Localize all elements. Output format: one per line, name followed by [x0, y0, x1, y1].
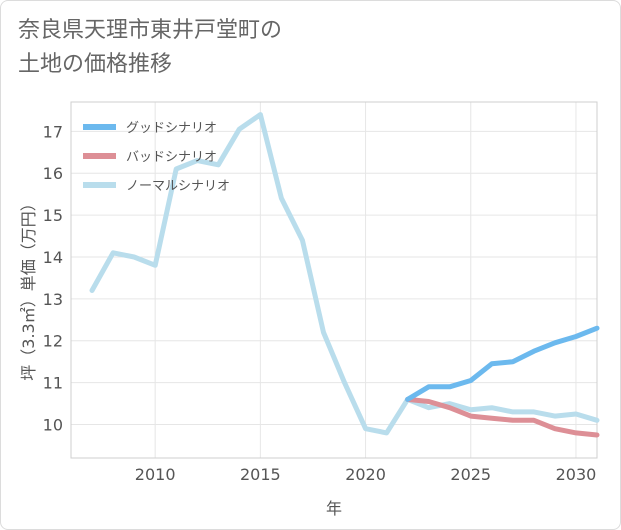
y-tick-label: 12 [43, 332, 63, 351]
series-line-0 [405, 325, 600, 402]
legend-label: バッドシナリオ [126, 150, 217, 165]
y-tick-label: 14 [43, 248, 63, 267]
x-tick-label: 2025 [450, 465, 491, 484]
tick-labels: 10 11 12 13 14 15 16 17 2010 2015 2020 2025 2030 [43, 122, 597, 484]
y-tick-label: 17 [43, 122, 63, 141]
x-tick-label: 2020 [345, 465, 386, 484]
plot-area-border [70, 101, 598, 459]
legend-label: グッドシナリオ [126, 121, 217, 136]
legend-label: ノーマルシナリオ [126, 179, 230, 194]
x-tick-label: 2030 [556, 465, 597, 484]
chart-title: 奈良県天理市東井戸堂町の 土地の価格推移 [18, 14, 282, 82]
series-line-2 [89, 112, 600, 436]
y-tick-label: 15 [43, 206, 63, 225]
y-tick-label: 10 [43, 415, 63, 434]
series-line-1 [405, 396, 600, 438]
series-layer [89, 112, 600, 438]
y-tick-label: 11 [43, 374, 63, 393]
x-axis-label: 年 [326, 499, 342, 518]
x-tick-label: 2010 [135, 465, 176, 484]
chart-title-line-1: 奈良県天理市東井戸堂町の [18, 18, 283, 43]
y-axis-label: 坪（3.3㎡）単価（万円） [19, 195, 38, 380]
y-tick-label: 13 [43, 290, 63, 309]
chart-title-line-2: 土地の価格推移 [18, 52, 173, 77]
y-tick-label: 16 [43, 164, 63, 183]
grid-lines [71, 102, 597, 458]
x-tick-label: 2015 [240, 465, 281, 484]
